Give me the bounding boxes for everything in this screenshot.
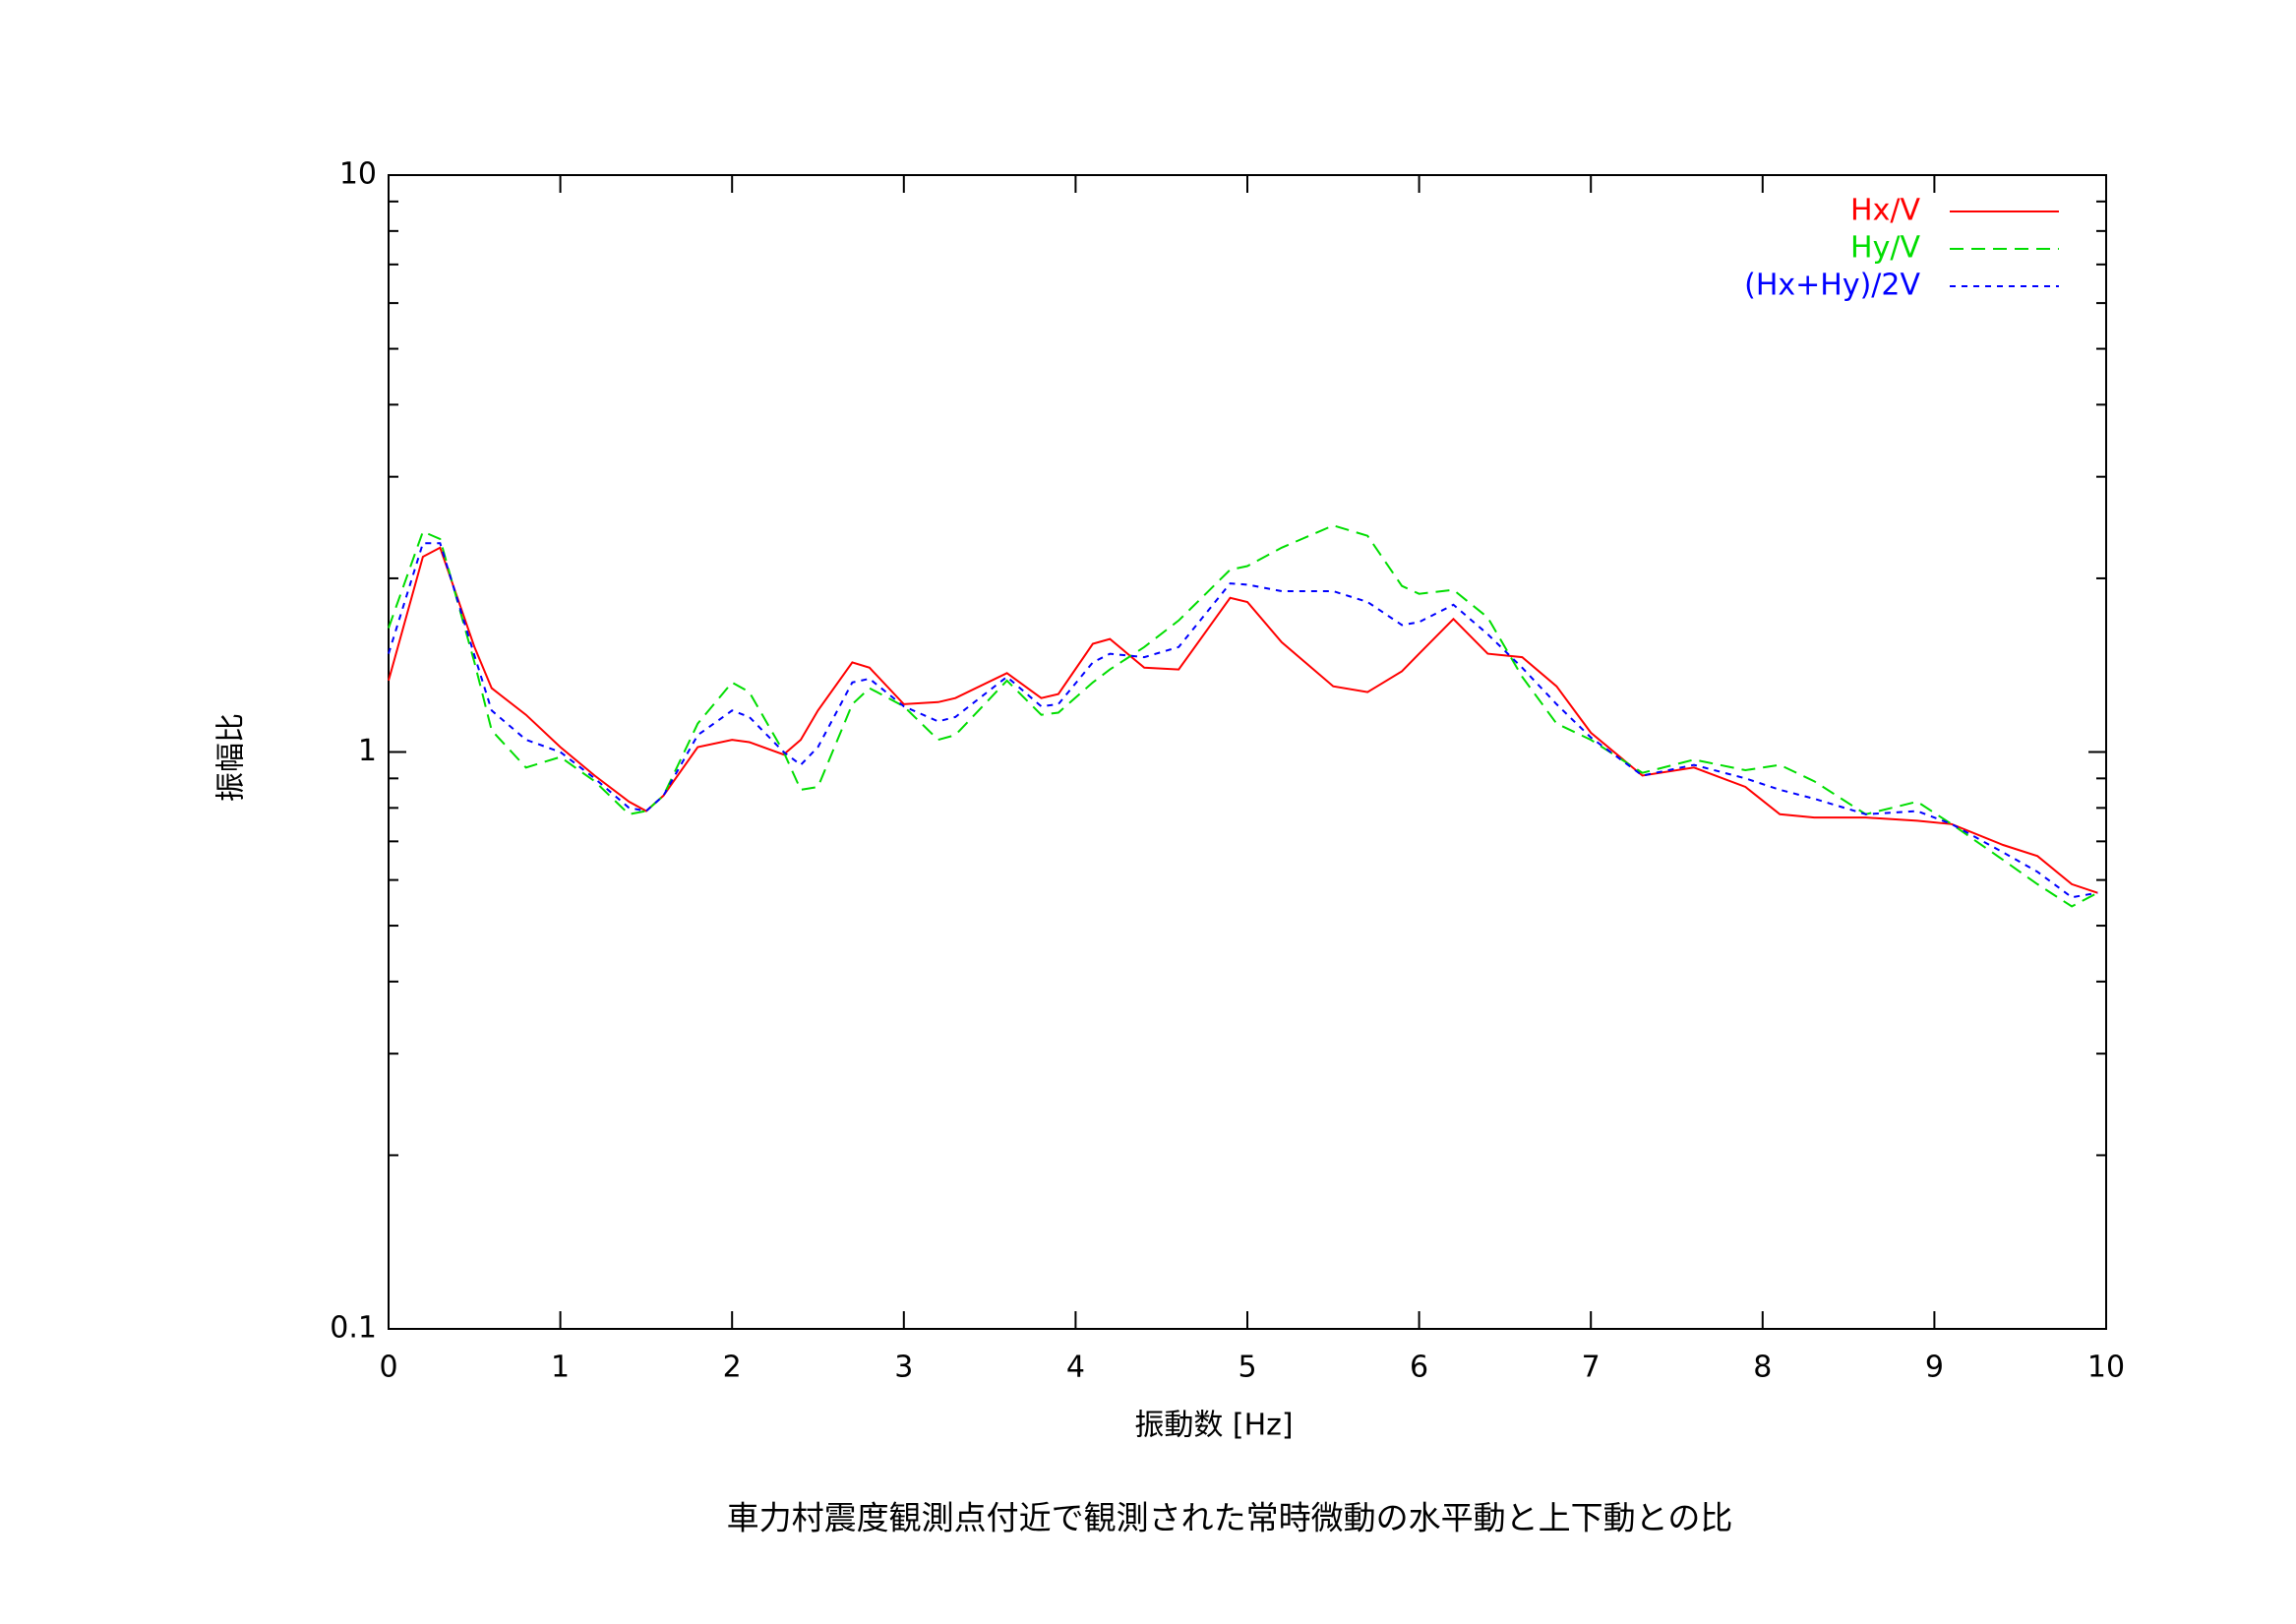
y-tick-label: 1 <box>358 734 377 768</box>
y-tick-label: 0.1 <box>330 1311 377 1346</box>
x-tick-label: 7 <box>1582 1351 1601 1385</box>
x-tick-label: 10 <box>2087 1351 2125 1385</box>
x-tick-label: 9 <box>1925 1351 1944 1385</box>
series-line <box>388 524 2098 908</box>
series-line <box>388 546 2098 894</box>
x-axis-label: 振動数 [Hz] <box>1134 1409 1293 1443</box>
y-tick-label: 10 <box>339 157 377 192</box>
legend-label: Hx/V <box>1850 194 1920 228</box>
x-tick-label: 0 <box>379 1351 397 1385</box>
x-tick-label: 2 <box>723 1351 742 1385</box>
x-tick-label: 6 <box>1410 1351 1428 1385</box>
x-tick-label: 5 <box>1238 1351 1256 1385</box>
y-axis-label: 振幅比 <box>214 713 249 802</box>
series-line <box>388 542 2098 899</box>
chart-title: 車力村震度観測点付近で観測された常時微動の水平動と上下動との比 <box>727 1499 1733 1537</box>
x-tick-label: 1 <box>551 1351 570 1385</box>
x-tick-label: 8 <box>1753 1351 1772 1385</box>
legend-label: Hy/V <box>1850 231 1920 266</box>
x-tick-label: 3 <box>894 1351 913 1385</box>
plot-frame <box>388 174 2107 1330</box>
x-tick-label: 4 <box>1066 1351 1085 1385</box>
legend-label: (Hx+Hy)/2V <box>1744 269 1920 303</box>
